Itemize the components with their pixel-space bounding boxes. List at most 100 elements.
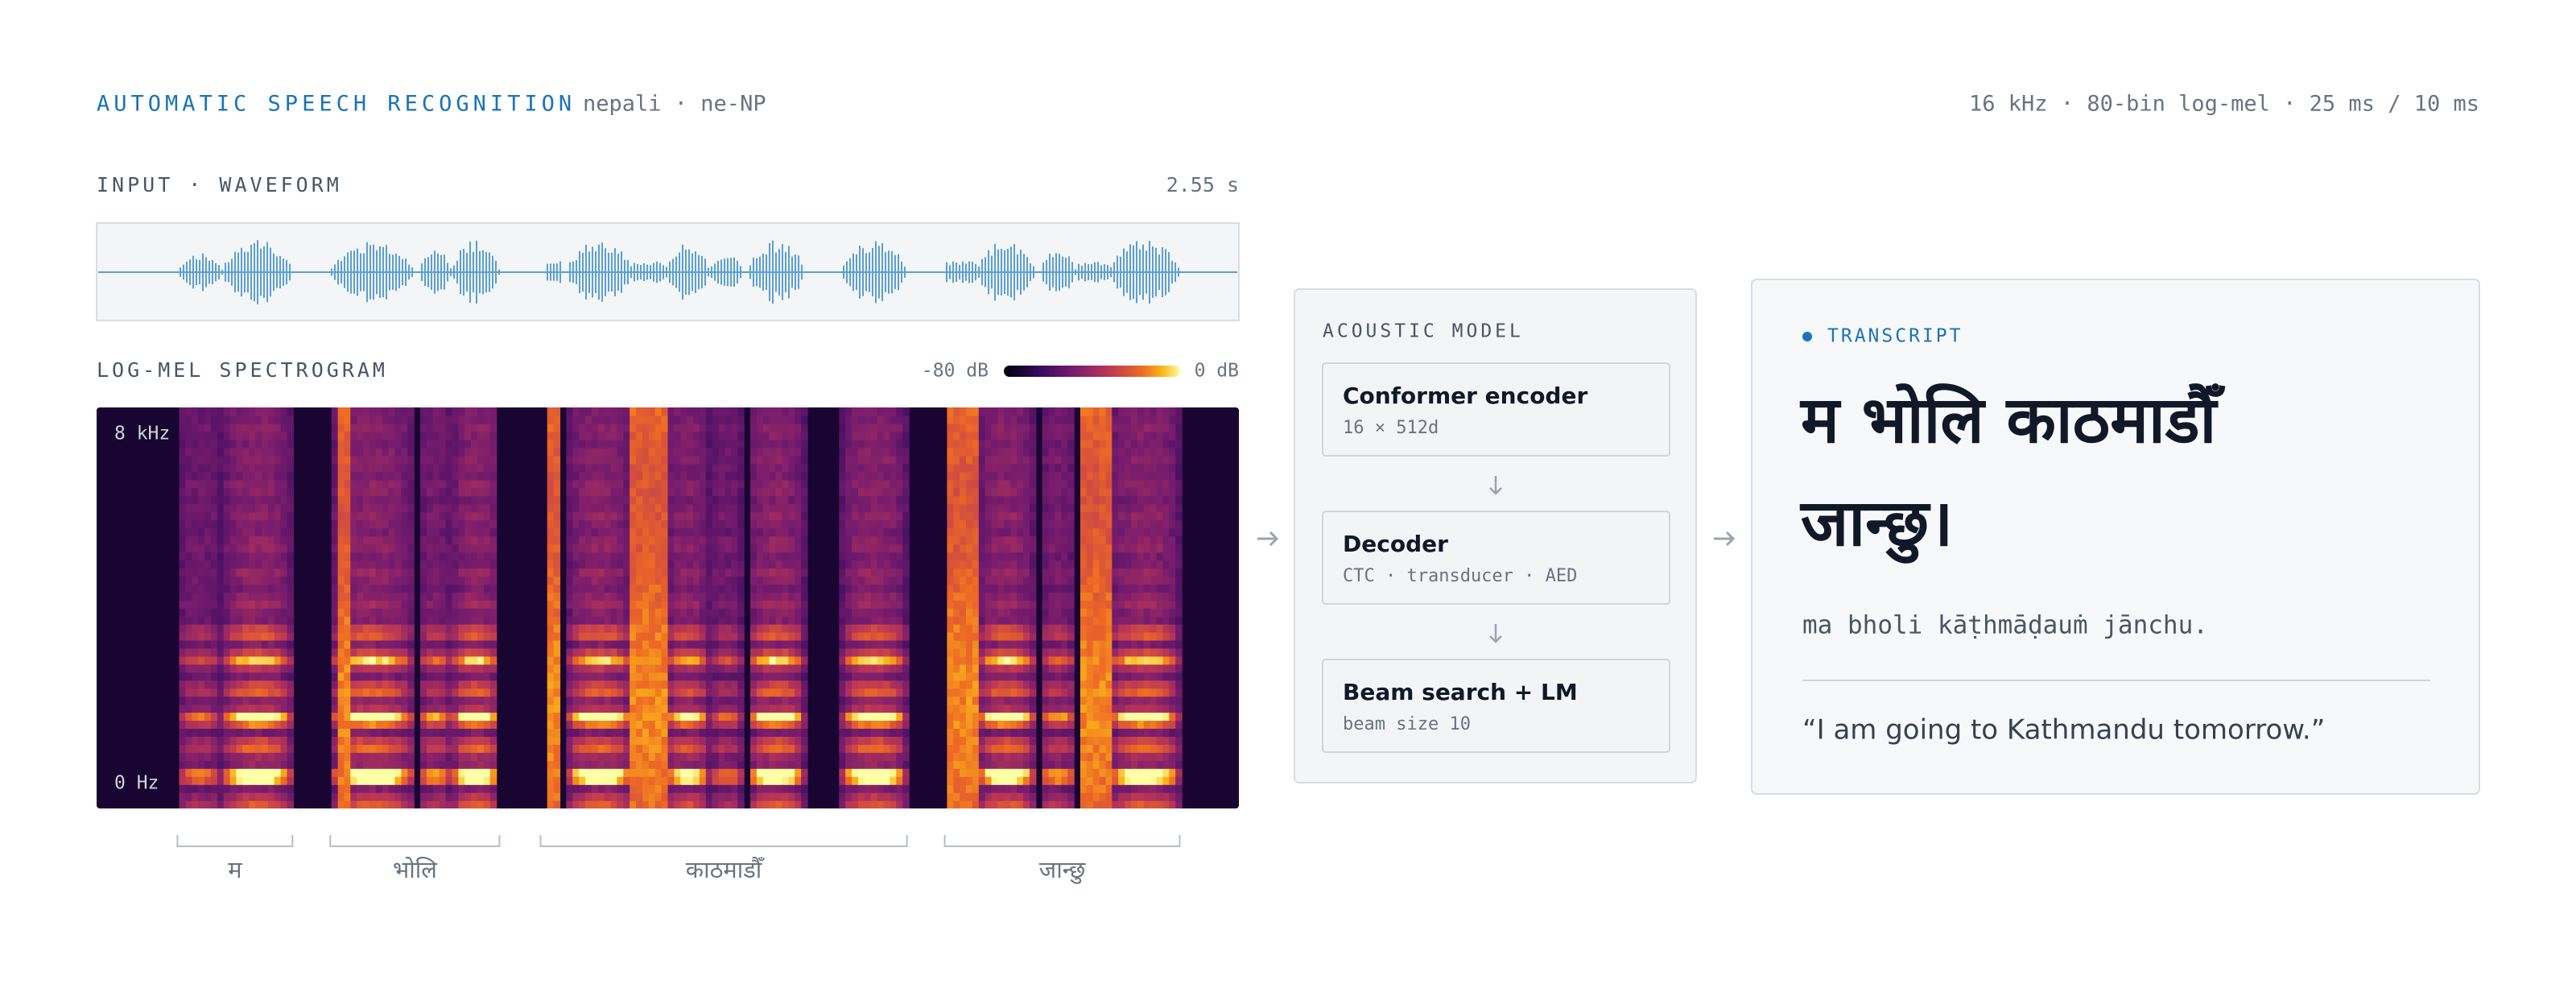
spectrogram-cell (572, 608, 580, 617)
spectrogram-cell (852, 431, 859, 440)
spectrogram-cell (864, 647, 872, 657)
spectrogram-cell (432, 736, 440, 745)
spectrogram-cell (731, 720, 738, 729)
spectrogram-cell (185, 712, 192, 721)
spectrogram-cell (674, 552, 681, 560)
spectrogram-cell (375, 407, 383, 416)
spectrogram-cell (350, 776, 357, 785)
spectrogram-cell (775, 631, 782, 641)
spectrogram-cell (464, 471, 472, 481)
spectrogram-cell (845, 519, 852, 528)
spectrogram-cell (489, 736, 497, 745)
spectrogram-cell (483, 728, 491, 737)
spectrogram-cell (877, 728, 885, 737)
spectrogram-cell (756, 576, 764, 585)
spectrogram-cell (769, 768, 777, 777)
spectrogram-cell (375, 736, 383, 745)
spectrogram-cell (337, 688, 345, 697)
spectrogram-cell (947, 752, 954, 761)
spectrogram-cell (382, 560, 390, 568)
spectrogram-cell (737, 552, 745, 560)
spectrogram-cell (648, 639, 656, 649)
spectrogram-cell (566, 552, 573, 560)
spectrogram-cell (648, 471, 656, 481)
spectrogram-cell (262, 631, 269, 641)
spectrogram-cell (750, 752, 758, 761)
spectrogram-cell (610, 608, 618, 617)
spectrogram-cell (769, 752, 777, 761)
spectrogram-cell (661, 784, 669, 793)
spectrogram-cell (654, 479, 663, 489)
spectrogram-cell (217, 736, 225, 745)
spectrogram-cell (648, 511, 656, 521)
spectrogram-cell (344, 552, 351, 560)
spectrogram-cell (712, 407, 720, 416)
spectrogram-cell (375, 784, 383, 793)
spectrogram-cell (731, 623, 738, 633)
spectrogram-cell (192, 560, 199, 568)
spectrogram-cell (858, 647, 865, 657)
spectrogram-cell (661, 416, 669, 424)
spectrogram-cell (687, 511, 694, 521)
spectrogram-cell (363, 672, 370, 681)
spectrogram-cell (788, 647, 795, 657)
spectrogram-cell (883, 431, 890, 440)
spectrogram-cell (705, 544, 713, 552)
spectrogram-cell (192, 487, 199, 497)
spectrogram-cell (769, 608, 777, 617)
spectrogram-cell (630, 592, 637, 601)
spectrogram-cell (960, 655, 967, 665)
spectrogram-cell (960, 760, 967, 769)
spectrogram-cell (667, 696, 675, 705)
spectrogram-cell (223, 616, 231, 625)
spectrogram-cell (845, 431, 852, 440)
spectrogram-cell (236, 680, 243, 689)
spectrogram-cell (280, 736, 288, 745)
spectrogram-cell (483, 519, 491, 528)
spectrogram-cell (579, 552, 586, 560)
spectrogram-cell (420, 560, 427, 568)
spectrogram-cell (464, 463, 472, 473)
spectrogram-cell (407, 616, 415, 625)
spectrogram-cell (357, 416, 364, 424)
spectrogram-cell (985, 672, 993, 681)
spectrogram-cell (287, 736, 294, 745)
spectrogram-cell (217, 439, 225, 449)
spectrogram-cell (249, 511, 256, 521)
spectrogram-cell (585, 471, 592, 481)
spectrogram-cell (795, 784, 802, 793)
spectrogram-cell (579, 447, 586, 457)
spectrogram-cell (724, 600, 732, 609)
spectrogram-cell (978, 552, 986, 560)
spectrogram-cell (705, 631, 713, 641)
spectrogram-cell (185, 527, 192, 536)
spectrogram-cell (192, 616, 199, 625)
spectrogram-cell (750, 712, 758, 721)
spectrogram-cell (274, 672, 282, 681)
spectrogram-cell (636, 728, 643, 737)
spectrogram-cell (731, 552, 738, 560)
spectrogram-cell (394, 471, 402, 481)
spectrogram-cell (890, 592, 897, 601)
spectrogram-cell (566, 600, 573, 609)
spectrogram-cell (731, 800, 738, 808)
spectrogram-cell (394, 623, 402, 633)
spectrogram-cell (617, 535, 624, 544)
spectrogram-cell (274, 792, 282, 801)
spectrogram-cell (553, 784, 561, 793)
spectrogram-cell (642, 519, 650, 528)
spectrogram-cell (902, 407, 910, 416)
spectrogram-cell (630, 664, 637, 673)
spectrogram-cell (547, 584, 555, 593)
spectrogram-cell (262, 463, 269, 473)
spectrogram-cell (229, 503, 237, 513)
spectrogram-cell (604, 423, 612, 432)
spectrogram-cell (718, 584, 726, 593)
spectrogram-cell (782, 592, 789, 601)
spectrogram-cell (864, 576, 872, 585)
spectrogram-cell (953, 416, 960, 424)
spectrogram-cell (604, 495, 612, 505)
spectrogram-cell (705, 688, 713, 697)
spectrogram-cell (731, 527, 738, 536)
spectrogram-cell (687, 407, 694, 416)
